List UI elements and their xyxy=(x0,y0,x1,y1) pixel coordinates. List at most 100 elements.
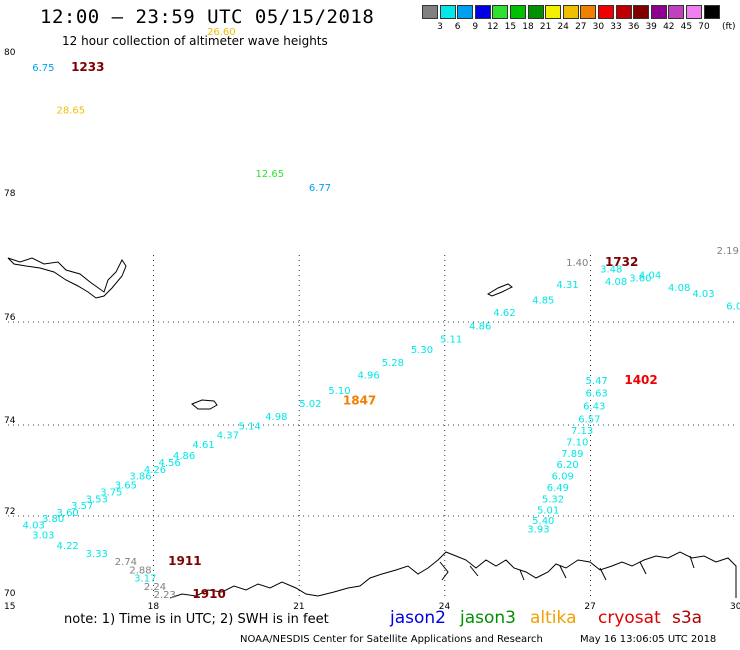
legend-tick-label: 3 xyxy=(437,22,443,32)
wave-height-label: 3.53 xyxy=(86,494,108,505)
latitude-label: 76 xyxy=(4,313,16,323)
legend-tick-label: 21 xyxy=(539,22,552,32)
satellite-name-s3a: s3a xyxy=(672,608,703,628)
satellite-name-cryosat: cryosat xyxy=(598,608,661,628)
legend-tick-label: 30 xyxy=(592,22,605,32)
lat-lon-grid: 15 18 21 24 27 30 70 72 74 76 78 80 xyxy=(4,48,740,612)
legend-tick-label: 12 xyxy=(487,22,499,32)
legend-swatch xyxy=(650,5,667,19)
wave-height-label: 3.65 xyxy=(115,481,137,492)
legend-tick-label: 42 xyxy=(663,22,675,32)
pass-time-label: 1732 xyxy=(605,255,638,269)
pass-times: 1233 1732 1847 1402 1911 1910 xyxy=(71,60,658,601)
satellite-name-jason3: jason3 xyxy=(460,608,516,628)
legend-tick-label: 39 xyxy=(645,22,657,32)
wave-height-label: 4.31 xyxy=(556,280,578,291)
legend-tick-label: 6 xyxy=(454,22,461,32)
wave-height-label: 5.47 xyxy=(586,376,608,387)
footer-note: note: 1) Time is in UTC; 2) SWH is in fe… xyxy=(64,612,329,627)
wave-height-label: 4.62 xyxy=(493,308,515,319)
longitude-label: 21 xyxy=(293,602,304,612)
legend-tick-label: 15 xyxy=(504,22,517,32)
legend-swatch xyxy=(633,5,650,19)
legend-swatch xyxy=(598,5,614,19)
wave-height-label: 6.77 xyxy=(309,183,331,194)
wave-height-label: 6.20 xyxy=(556,460,578,471)
legend-swatch xyxy=(580,5,597,19)
legend-swatch xyxy=(615,5,632,19)
legend-tick-label: 33 xyxy=(610,22,622,32)
wave-height-label: 4.08 xyxy=(668,283,690,294)
wave-height-label: 3.57 xyxy=(71,501,93,512)
wave-height-label: 4.37 xyxy=(217,431,239,442)
wave-height-label: 5.30 xyxy=(411,345,433,356)
legend-swatch xyxy=(686,5,702,19)
wave-height-label: 4.56 xyxy=(158,458,180,469)
wave-height-label: 4.86 xyxy=(469,322,491,333)
wave-height-label: 28.65 xyxy=(57,105,86,116)
wave-height-label: 6.04 xyxy=(726,302,740,313)
wave-height-label: 5.02 xyxy=(299,399,321,410)
satellite-name-altika: altika xyxy=(530,608,577,628)
wave-height-label: 3.80 xyxy=(42,514,64,525)
wave-height-label: 6.49 xyxy=(547,483,569,494)
wave-height-label: 4.03 xyxy=(692,289,714,300)
wave-height-label: 4.86 xyxy=(173,451,195,462)
bear-island-coast xyxy=(191,399,218,410)
svalbard-coast xyxy=(7,257,127,299)
wave-height-label: 4.03 xyxy=(23,520,45,531)
pass-time-label: 1233 xyxy=(71,60,104,74)
longitude-label: 24 xyxy=(439,602,451,612)
legend-swatch xyxy=(545,5,562,19)
wave-height-label: 1.40 xyxy=(566,258,588,269)
legend-swatch xyxy=(510,5,526,19)
longitude-label: 15 xyxy=(4,602,15,612)
longitude-label: 30 xyxy=(730,602,740,612)
wave-height-label: 3.03 xyxy=(32,531,54,542)
wave-height-readings: 6.75 28.65 26.60 12.65 6.77 1.40 2.19 3.48 4.04 4… xyxy=(23,27,740,601)
wave-height-label: 6.75 xyxy=(32,63,54,74)
legend-swatch xyxy=(474,5,491,19)
wave-height-label: 3.33 xyxy=(86,549,108,560)
wave-height-label: 26.60 xyxy=(207,27,236,38)
fjord-details xyxy=(439,555,695,581)
wave-height-label: 3.75 xyxy=(100,488,122,499)
longitude-label: 27 xyxy=(584,602,595,612)
wave-height-label: 2.74 xyxy=(115,557,137,568)
legend-tick-label: 45 xyxy=(680,22,693,32)
legend-tick-label: 70 xyxy=(698,22,710,32)
wave-height-label: 3.48 xyxy=(600,264,622,275)
norway-coast xyxy=(169,551,737,599)
wave-height-label: 2.19 xyxy=(717,246,739,257)
wave-height-label: 4.98 xyxy=(265,412,287,423)
map-subtitle: 12 hour collection of altimeter wave hei… xyxy=(62,34,328,48)
wave-height-label: 4.22 xyxy=(57,541,79,552)
wave-height-label: 4.85 xyxy=(532,295,554,306)
wave-height-label: 6.57 xyxy=(578,414,600,425)
wave-height-label: 5.11 xyxy=(440,335,462,346)
wave-height-label: 4.61 xyxy=(192,440,214,451)
wave-height-label: 3.60 xyxy=(57,508,79,519)
legend-swatch xyxy=(422,5,438,19)
wave-height-label: 6.63 xyxy=(586,389,608,400)
pass-time-label: 1910 xyxy=(192,587,225,601)
credit-line: NOAA/NESDIS Center for Satellite Applica… xyxy=(240,634,543,645)
legend-tick-label: 36 xyxy=(627,22,640,32)
legend-swatch xyxy=(562,5,579,19)
wave-height-label: 5.10 xyxy=(328,386,350,397)
wave-height-label: 3.93 xyxy=(527,524,549,535)
legend-tick-label: 9 xyxy=(472,22,479,32)
wave-height-label: 5.32 xyxy=(542,494,564,505)
legend-swatch xyxy=(668,5,685,19)
pass-time-label: 1911 xyxy=(168,554,201,568)
wave-height-label: 3.60 xyxy=(629,274,651,285)
latitude-label: 80 xyxy=(4,48,16,58)
wave-height-label: 4.26 xyxy=(144,465,166,476)
wave-height-label: 2.24 xyxy=(144,582,166,593)
latitude-label: 74 xyxy=(4,416,16,426)
latitude-label: 70 xyxy=(4,589,16,599)
legend-unit: (ft) xyxy=(722,22,736,32)
legend-tick-label: 18 xyxy=(522,22,534,32)
wave-height-label: 3.86 xyxy=(129,472,151,483)
